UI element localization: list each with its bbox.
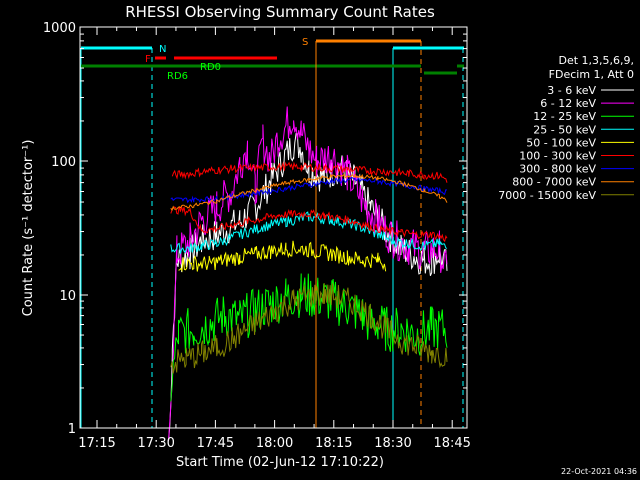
flag-rd6-label: RD6 <box>167 71 188 82</box>
x-tick-label: 18:15 <box>315 436 352 451</box>
x-axis: 17:15 17:30 17:45 18:00 18:15 18:30 18:45 <box>78 27 471 451</box>
legend-entry-label: 3 - 6 keV <box>547 84 596 97</box>
y-tick-label: 100 <box>51 155 76 170</box>
series-line <box>170 176 448 204</box>
y-tick-label: 10 <box>59 289 76 304</box>
legend-entry-label: 12 - 25 keV <box>533 110 596 123</box>
series-line <box>170 173 448 212</box>
chart-title: RHESSI Observing Summary Count Rates <box>125 3 435 21</box>
x-tick-label: 18:00 <box>256 436 293 451</box>
series-line <box>170 204 448 243</box>
legend-entry-label: 6 - 12 keV <box>540 97 596 110</box>
x-tick-label: 17:30 <box>137 436 174 451</box>
x-axis-label: Start Time (02-Jun-12 17:10:22) <box>176 455 384 470</box>
legend-entry-label: 800 - 7000 keV <box>512 176 596 189</box>
x-tick-label: 18:45 <box>433 436 470 451</box>
legend-entry-label: 7000 - 15000 keV <box>498 189 596 202</box>
legend-entry-label: 300 - 800 keV <box>519 163 596 176</box>
y-tick-label: 1 <box>68 422 76 437</box>
flag-s-label: S <box>302 37 308 48</box>
legend: Det 1,3,5,6,9, FDecim 1, Att 0 3 - 6 keV… <box>498 54 634 202</box>
series-line <box>168 106 448 442</box>
series-line <box>171 161 448 183</box>
observing-flags: NF RD0 RD6 S <box>80 37 464 428</box>
x-tick-label: 18:30 <box>374 436 411 451</box>
footer-timestamp: 22-Oct-2021 04:36 <box>561 467 637 476</box>
series-line <box>178 240 387 273</box>
legend-entry-label: 25 - 50 keV <box>533 123 596 136</box>
y-axis-label: Count Rate (s⁻¹ detector⁻¹) <box>21 140 36 317</box>
y-tick-label: 1000 <box>43 21 76 36</box>
x-tick-label: 17:15 <box>78 436 115 451</box>
plot-series <box>168 106 448 442</box>
legend-header-2: FDecim 1, Att 0 <box>549 68 634 81</box>
y-axis: 1 10 100 1000 <box>43 21 467 437</box>
x-tick-label: 17:45 <box>197 436 234 451</box>
series-line <box>170 273 448 402</box>
legend-entry-label: 50 - 100 keV <box>526 136 596 149</box>
legend-entry-label: 100 - 300 keV <box>519 150 596 163</box>
series-line <box>170 283 448 374</box>
flag-f-label: F <box>145 54 151 65</box>
series-line <box>170 211 448 254</box>
legend-header-1: Det 1,3,5,6,9, <box>558 54 634 67</box>
flag-rd0-label: RD0 <box>200 62 221 73</box>
flag-n-label: N <box>159 44 166 55</box>
plot-frame <box>79 26 468 429</box>
